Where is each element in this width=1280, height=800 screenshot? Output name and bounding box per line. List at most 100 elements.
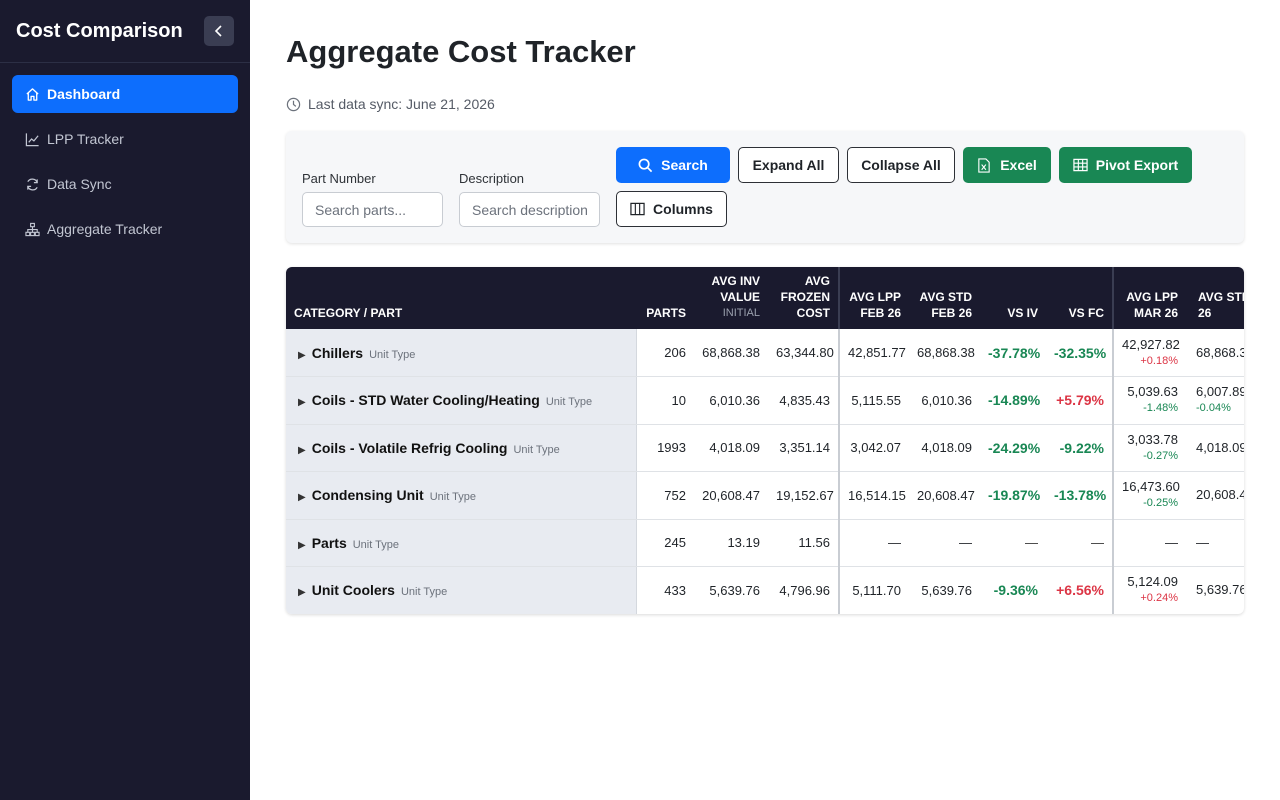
avg-frozen-cost-cell: 63,344.80 bbox=[768, 329, 839, 377]
vs-iv-value: -9.36% bbox=[993, 582, 1038, 599]
table-row[interactable]: ▶ Condensing Unit Unit Type 752 20,608.47 19,… bbox=[286, 471, 1244, 520]
category-cell[interactable]: ▶ Parts Unit Type bbox=[286, 519, 637, 567]
avg-lpp-mar-cell: 5,124.09 +0.24% bbox=[1112, 566, 1186, 614]
avg-lpp-feb-cell: — bbox=[838, 519, 909, 567]
sidebar-item-label: Data Sync bbox=[47, 176, 112, 192]
avg-std-mar-value: 68,868.38 bbox=[1196, 344, 1244, 360]
header-avg-std-mar[interactable]: AVG STD MAR 26 bbox=[1186, 267, 1244, 329]
search-button[interactable]: Search bbox=[616, 147, 730, 183]
vs-fc-cell: -13.78% bbox=[1046, 471, 1113, 520]
parts-cell: 206 bbox=[636, 329, 694, 377]
avg-lpp-feb-cell: 5,111.70 bbox=[838, 566, 909, 614]
description-input[interactable] bbox=[459, 192, 600, 227]
collapse-all-label: Collapse All bbox=[861, 157, 941, 173]
parts-cell: 245 bbox=[636, 519, 694, 567]
expand-caret-icon[interactable]: ▶ bbox=[298, 444, 306, 456]
expand-caret-icon[interactable]: ▶ bbox=[298, 397, 306, 409]
table-row[interactable]: ▶ Coils - Volatile Refrig Cooling Unit Typ… bbox=[286, 424, 1244, 472]
vs-iv-cell: -24.29% bbox=[980, 424, 1046, 472]
vs-iv-cell: -37.78% bbox=[980, 329, 1046, 377]
header-vs-fc[interactable]: VS FC bbox=[1046, 267, 1113, 329]
avg-lpp-mar-value: 42,927.82 bbox=[1122, 336, 1180, 352]
expand-caret-icon[interactable]: ▶ bbox=[298, 349, 306, 361]
avg-lpp-mar-value: 5,124.09 bbox=[1127, 574, 1178, 590]
expand-all-button[interactable]: Expand All bbox=[738, 147, 839, 183]
header-avg-inv-value-sub: INITIAL bbox=[722, 307, 760, 319]
sync-icon bbox=[24, 176, 40, 192]
avg-std-mar-delta: -0.04% bbox=[1196, 402, 1231, 415]
pivot-export-button[interactable]: Pivot Export bbox=[1059, 147, 1192, 183]
vs-iv-cell: -14.89% bbox=[980, 376, 1046, 425]
sidebar-item-dashboard[interactable]: Dashboard bbox=[12, 75, 238, 113]
avg-std-mar-value: 5,639.76 bbox=[1196, 582, 1244, 598]
avg-lpp-mar-value: 3,033.78 bbox=[1127, 431, 1178, 447]
avg-frozen-cost-cell: 4,796.96 bbox=[768, 566, 839, 614]
collapse-all-button[interactable]: Collapse All bbox=[847, 147, 955, 183]
part-number-label: Part Number bbox=[302, 171, 376, 186]
vs-iv-value: -19.87% bbox=[988, 487, 1041, 504]
sidebar-item-lpp-tracker[interactable]: LPP Tracker bbox=[12, 120, 238, 158]
header-avg-std-feb[interactable]: AVG STD FEB 26 bbox=[909, 267, 980, 329]
expand-caret-icon[interactable]: ▶ bbox=[298, 539, 306, 551]
header-avg-frozen-cost[interactable]: AVG FROZEN COST bbox=[768, 267, 839, 329]
chevron-left-icon bbox=[214, 25, 222, 37]
category-name: Chillers bbox=[311, 344, 364, 361]
home-icon bbox=[24, 86, 40, 102]
table-icon bbox=[1073, 158, 1088, 173]
header-avg-inv-value[interactable]: AVG INV VALUE INITIAL bbox=[694, 267, 768, 329]
avg-std-mar-cell: 5,639.76 bbox=[1186, 566, 1244, 614]
category-cell[interactable]: ▶ Coils - Volatile Refrig Cooling Unit Typ… bbox=[286, 424, 637, 472]
expand-all-label: Expand All bbox=[752, 157, 825, 173]
excel-export-button[interactable]: Excel bbox=[963, 147, 1051, 183]
category-type: Unit Type bbox=[369, 348, 416, 361]
avg-std-feb-cell: 20,608.47 bbox=[909, 471, 980, 520]
avg-std-mar-cell: 20,608.47 bbox=[1186, 471, 1244, 520]
category-cell[interactable]: ▶ Condensing Unit Unit Type bbox=[286, 471, 637, 520]
avg-std-mar-cell: 6,007.89 -0.04% bbox=[1186, 376, 1244, 425]
last-sync-info: Last data sync: June 21, 2026 bbox=[286, 96, 495, 112]
sidebar-item-data-sync[interactable]: Data Sync bbox=[12, 165, 238, 203]
avg-std-feb-cell: 6,010.36 bbox=[909, 376, 980, 425]
avg-lpp-feb-cell: 3,042.07 bbox=[838, 424, 909, 472]
table-row[interactable]: ▶ Coils - STD Water Cooling/Heating Unit T… bbox=[286, 376, 1244, 425]
avg-frozen-cost-cell: 11.56 bbox=[768, 519, 839, 567]
header-avg-lpp-feb[interactable]: AVG LPP FEB 26 bbox=[838, 267, 909, 329]
category-name: Condensing Unit bbox=[311, 487, 424, 504]
avg-lpp-mar-delta: -0.27% bbox=[1143, 449, 1178, 462]
aggregate-table-container[interactable]: CATEGORY / PART PARTS AVG INV VALUE INITI… bbox=[286, 267, 1244, 614]
header-avg-lpp-mar[interactable]: AVG LPP MAR 26 bbox=[1112, 267, 1186, 329]
part-number-input[interactable] bbox=[302, 192, 443, 227]
category-type: Unit Type bbox=[352, 538, 400, 551]
avg-std-mar-cell: 4,018.09 bbox=[1186, 424, 1244, 472]
header-parts[interactable]: PARTS bbox=[636, 267, 694, 329]
avg-lpp-feb-cell: 16,514.15 bbox=[838, 471, 909, 520]
avg-std-feb-cell: 5,639.76 bbox=[909, 566, 980, 614]
header-vs-iv[interactable]: VS IV bbox=[980, 267, 1046, 329]
columns-icon bbox=[630, 202, 645, 217]
table-row[interactable]: ▶ Parts Unit Type 245 13.19 11.56— — — — — — bbox=[286, 519, 1244, 567]
category-cell[interactable]: ▶ Unit Coolers Unit Type bbox=[286, 566, 637, 614]
parts-cell: 752 bbox=[636, 471, 694, 520]
table-row[interactable]: ▶ Chillers Unit Type 206 68,868.38 63,344.80 4… bbox=[286, 329, 1244, 377]
table-row[interactable]: ▶ Unit Coolers Unit Type 433 5,639.76 4,796.9… bbox=[286, 566, 1244, 614]
category-cell[interactable]: ▶ Coils - STD Water Cooling/Heating Unit T… bbox=[286, 376, 637, 425]
app-brand: Cost Comparison bbox=[16, 19, 183, 42]
vs-fc-cell: +5.79% bbox=[1046, 376, 1113, 425]
avg-std-mar-cell: — bbox=[1186, 519, 1244, 567]
vs-fc-cell: -32.35% bbox=[1046, 329, 1113, 377]
avg-lpp-mar-cell: 16,473.60 -0.25% bbox=[1112, 471, 1186, 520]
avg-lpp-feb-cell: 5,115.55 bbox=[838, 376, 909, 425]
sidebar-header: Cost Comparison bbox=[0, 0, 250, 63]
sidebar-item-aggregate-tracker[interactable]: Aggregate Tracker bbox=[12, 210, 238, 248]
description-field: Description bbox=[459, 171, 600, 227]
category-cell[interactable]: ▶ Chillers Unit Type bbox=[286, 329, 637, 377]
columns-button[interactable]: Columns bbox=[616, 191, 727, 227]
last-sync-text: Last data sync: June 21, 2026 bbox=[308, 96, 495, 112]
avg-std-feb-cell: 4,018.09 bbox=[909, 424, 980, 472]
expand-caret-icon[interactable]: ▶ bbox=[298, 587, 306, 599]
vs-iv-value: -14.89% bbox=[988, 392, 1041, 409]
avg-inv-value-cell: 4,018.09 bbox=[694, 424, 768, 472]
expand-caret-icon[interactable]: ▶ bbox=[298, 492, 306, 504]
sidebar-collapse-button[interactable] bbox=[204, 16, 234, 46]
header-category[interactable]: CATEGORY / PART bbox=[286, 267, 636, 329]
